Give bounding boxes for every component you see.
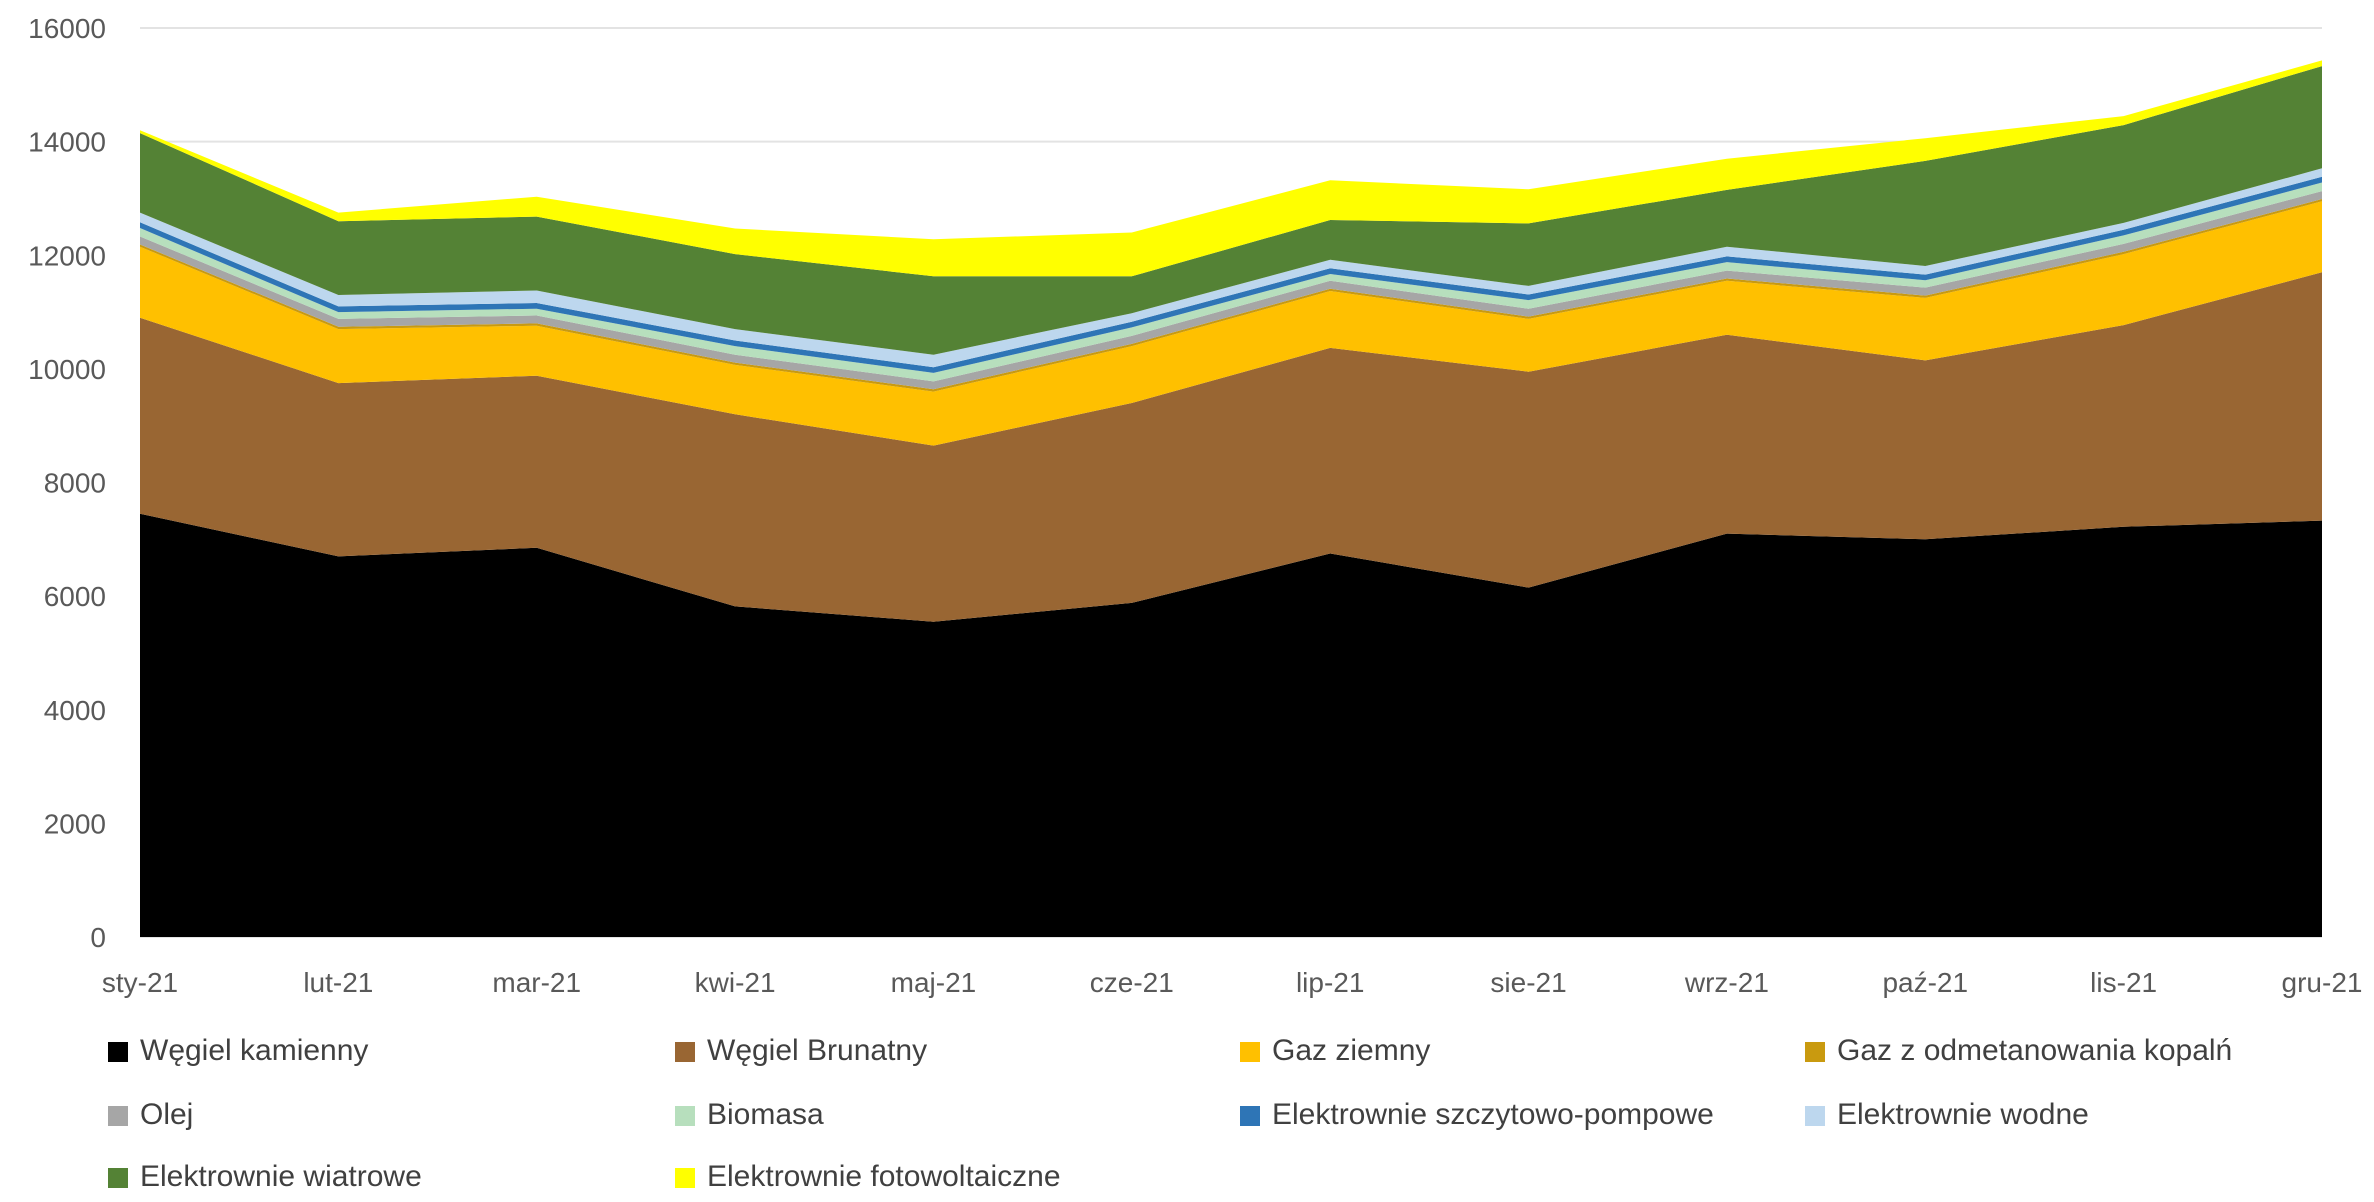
x-tick-label: lut-21 — [303, 967, 373, 998]
x-tick-label: kwi-21 — [695, 967, 776, 998]
legend-swatch — [675, 1168, 695, 1188]
x-tick-label: mar-21 — [492, 967, 581, 998]
legend-item: Węgiel kamienny — [108, 1034, 368, 1067]
legend-label: Węgiel Brunatny — [707, 1034, 927, 1067]
y-tick-label: 14000 — [28, 127, 106, 158]
x-tick-label: sie-21 — [1490, 967, 1566, 998]
legend-label: Gaz z odmetanowania kopalń — [1837, 1034, 2232, 1067]
y-axis-tick-labels: 0 2000 4000 6000 8000 10000 12000 14000 16000 — [28, 13, 106, 953]
legend-swatch — [1240, 1106, 1260, 1126]
series-area-9 — [140, 60, 2322, 277]
legend-label: Gaz ziemny — [1272, 1034, 1430, 1067]
x-axis-tick-labels: sty-21 lut-21 mar-21 kwi-21 maj-21 cze-21 lip-… — [102, 967, 2363, 998]
legend-swatch — [108, 1168, 128, 1188]
y-tick-label: 12000 — [28, 240, 106, 271]
y-tick-label: 6000 — [44, 581, 106, 612]
y-tick-label: 2000 — [44, 808, 106, 839]
legend-label: Elektrownie fotowoltaiczne — [707, 1160, 1061, 1193]
x-tick-label: paź-21 — [1882, 967, 1968, 998]
legend-item: Olej — [108, 1098, 193, 1131]
legend-item: Elektrownie wiatrowe — [108, 1160, 422, 1193]
y-tick-label: 8000 — [44, 468, 106, 499]
legend-label: Biomasa — [707, 1098, 824, 1131]
x-tick-label: cze-21 — [1090, 967, 1174, 998]
legend-label: Węgiel kamienny — [140, 1034, 368, 1067]
series-area-7 — [140, 168, 2322, 368]
series-area-5 — [140, 182, 2322, 382]
x-tick-label: lip-21 — [1296, 967, 1364, 998]
legend-label: Elektrownie wodne — [1837, 1098, 2089, 1131]
legend-item: Biomasa — [675, 1098, 824, 1131]
y-tick-label: 10000 — [28, 354, 106, 385]
series-areas — [140, 60, 2322, 937]
y-tick-label: 4000 — [44, 695, 106, 726]
legend-swatch — [108, 1106, 128, 1126]
legend-swatch — [1805, 1042, 1825, 1062]
x-tick-label: lis-21 — [2090, 967, 2157, 998]
series-area-4 — [140, 191, 2322, 390]
series-area-0 — [140, 513, 2322, 937]
x-tick-label: wrz-21 — [1684, 967, 1769, 998]
legend-item: Elektrownie fotowoltaiczne — [675, 1160, 1061, 1193]
legend-item: Gaz z odmetanowania kopalń — [1805, 1034, 2232, 1067]
legend-label: Olej — [140, 1098, 193, 1131]
legend-item: Gaz ziemny — [1240, 1034, 1430, 1067]
legend: Węgiel kamienny Węgiel Brunatny Gaz ziemny… — [108, 1034, 2232, 1193]
legend-label: Elektrownie szczytowo-pompowe — [1272, 1098, 1714, 1131]
legend-swatch — [108, 1042, 128, 1062]
legend-item: Węgiel Brunatny — [675, 1034, 927, 1067]
y-tick-label: 16000 — [28, 13, 106, 44]
legend-swatch — [675, 1106, 695, 1126]
y-tick-label: 0 — [90, 922, 106, 953]
legend-swatch — [1805, 1106, 1825, 1126]
series-area-8 — [140, 66, 2322, 355]
legend-swatch — [1240, 1042, 1260, 1062]
legend-swatch — [675, 1042, 695, 1062]
x-tick-label: sty-21 — [102, 967, 178, 998]
legend-item: Elektrownie wodne — [1805, 1098, 2089, 1131]
x-tick-label: maj-21 — [891, 967, 977, 998]
legend-item: Elektrownie szczytowo-pompowe — [1240, 1098, 1714, 1131]
series-area-2 — [140, 201, 2322, 446]
legend-label: Elektrownie wiatrowe — [140, 1160, 422, 1193]
x-tick-label: gru-21 — [2282, 967, 2363, 998]
series-area-6 — [140, 176, 2322, 373]
series-area-1 — [140, 272, 2322, 622]
